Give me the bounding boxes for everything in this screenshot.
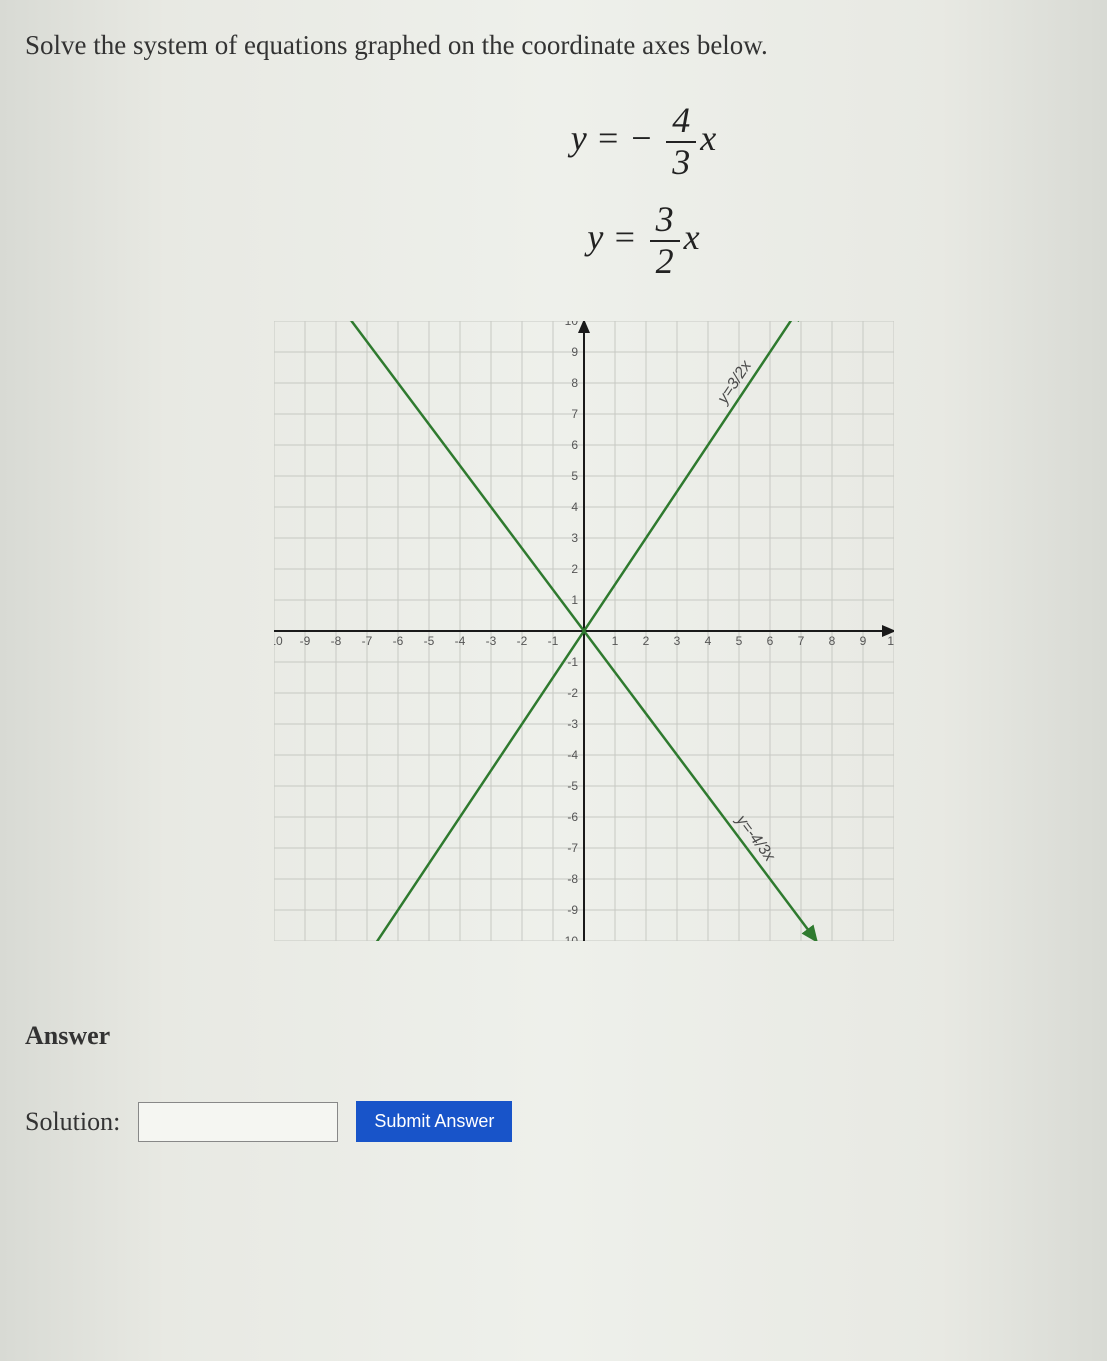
svg-text:6: 6 xyxy=(571,438,578,452)
svg-text:-4: -4 xyxy=(454,634,465,648)
svg-text:-1: -1 xyxy=(567,655,578,669)
question-text: Solve the system of equations graphed on… xyxy=(25,30,1082,61)
svg-text:6: 6 xyxy=(766,634,773,648)
svg-text:4: 4 xyxy=(704,634,711,648)
svg-text:-2: -2 xyxy=(516,634,527,648)
svg-text:9: 9 xyxy=(571,345,578,359)
svg-text:1: 1 xyxy=(571,593,578,607)
svg-text:-10: -10 xyxy=(560,934,578,941)
svg-text:1: 1 xyxy=(611,634,618,648)
equation-2: y = 32x xyxy=(205,200,1082,281)
svg-text:-4: -4 xyxy=(567,748,578,762)
svg-text:9: 9 xyxy=(859,634,866,648)
answer-section: Answer Solution: Submit Answer xyxy=(25,1021,1082,1142)
answer-heading: Answer xyxy=(25,1021,1082,1051)
submit-answer-button[interactable]: Submit Answer xyxy=(356,1101,512,1142)
svg-text:7: 7 xyxy=(797,634,804,648)
svg-text:5: 5 xyxy=(735,634,742,648)
equation-1: y = − 43x xyxy=(205,101,1082,182)
svg-text:-3: -3 xyxy=(567,717,578,731)
svg-text:-6: -6 xyxy=(567,810,578,824)
solution-label: Solution: xyxy=(25,1107,120,1137)
svg-text:-1: -1 xyxy=(547,634,558,648)
svg-text:-8: -8 xyxy=(567,872,578,886)
svg-text:-8: -8 xyxy=(330,634,341,648)
svg-text:-9: -9 xyxy=(299,634,310,648)
svg-text:-5: -5 xyxy=(423,634,434,648)
svg-text:10: 10 xyxy=(887,634,894,648)
svg-text:5: 5 xyxy=(571,469,578,483)
svg-text:3: 3 xyxy=(673,634,680,648)
svg-text:-6: -6 xyxy=(392,634,403,648)
svg-text:10: 10 xyxy=(564,321,578,328)
svg-text:4: 4 xyxy=(571,500,578,514)
svg-text:8: 8 xyxy=(828,634,835,648)
svg-text:-10: -10 xyxy=(274,634,283,648)
equations-block: y = − 43x y = 32x xyxy=(25,101,1082,281)
svg-text:-9: -9 xyxy=(567,903,578,917)
svg-text:-7: -7 xyxy=(567,841,578,855)
svg-text:2: 2 xyxy=(642,634,649,648)
svg-text:-7: -7 xyxy=(361,634,372,648)
svg-text:-3: -3 xyxy=(485,634,496,648)
svg-text:-5: -5 xyxy=(567,779,578,793)
coordinate-graph: -10 -9 -8 -7 -6 -5 -4 -3 -2 -1 1 2 3 4 5 6 7 8 9 10 -10 -9 -8 -… xyxy=(204,321,904,941)
svg-text:8: 8 xyxy=(571,376,578,390)
svg-text:2: 2 xyxy=(571,562,578,576)
svg-text:-2: -2 xyxy=(567,686,578,700)
solution-input[interactable] xyxy=(138,1102,338,1142)
svg-text:7: 7 xyxy=(571,407,578,421)
svg-text:3: 3 xyxy=(571,531,578,545)
